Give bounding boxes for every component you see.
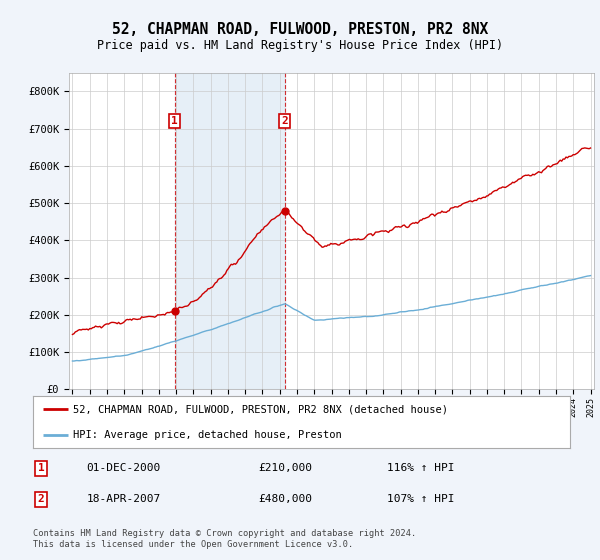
- Text: £210,000: £210,000: [259, 463, 313, 473]
- Text: 2: 2: [281, 116, 288, 126]
- Text: Price paid vs. HM Land Registry's House Price Index (HPI): Price paid vs. HM Land Registry's House …: [97, 39, 503, 52]
- Text: HPI: Average price, detached house, Preston: HPI: Average price, detached house, Pres…: [73, 430, 342, 440]
- Text: 52, CHAPMAN ROAD, FULWOOD, PRESTON, PR2 8NX (detached house): 52, CHAPMAN ROAD, FULWOOD, PRESTON, PR2 …: [73, 404, 448, 414]
- Bar: [175, 73, 285, 389]
- Text: 52, CHAPMAN ROAD, FULWOOD, PRESTON, PR2 8NX: 52, CHAPMAN ROAD, FULWOOD, PRESTON, PR2 …: [112, 22, 488, 38]
- Text: 116% ↑ HPI: 116% ↑ HPI: [388, 463, 455, 473]
- Text: 2: 2: [38, 494, 44, 505]
- Text: 01-DEC-2000: 01-DEC-2000: [87, 463, 161, 473]
- Text: 107% ↑ HPI: 107% ↑ HPI: [388, 494, 455, 505]
- Text: 1: 1: [38, 463, 44, 473]
- Text: 1: 1: [171, 116, 178, 126]
- Text: Contains HM Land Registry data © Crown copyright and database right 2024.
This d: Contains HM Land Registry data © Crown c…: [33, 529, 416, 549]
- Text: £480,000: £480,000: [259, 494, 313, 505]
- Text: 18-APR-2007: 18-APR-2007: [87, 494, 161, 505]
